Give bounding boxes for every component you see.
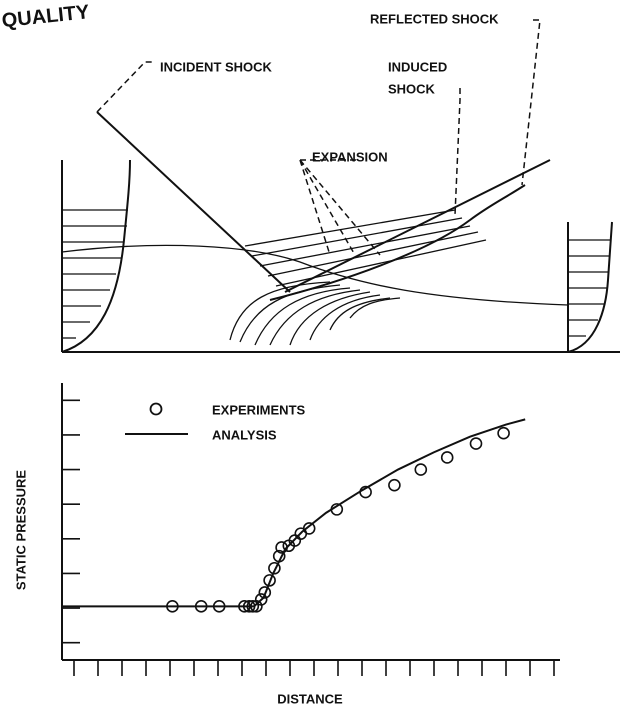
data-line <box>62 419 525 606</box>
incident-shock-label: INCIDENT SHOCK <box>160 59 273 74</box>
x-axis-label: DISTANCE <box>277 691 343 706</box>
data-point <box>471 438 482 449</box>
chart: DISTANCE STATIC PRESSURE EXPERIMENTS ANAL… <box>13 383 560 706</box>
leader <box>522 20 540 185</box>
induced-shock-label: INDUCED <box>388 59 447 74</box>
legend-label: EXPERIMENTS <box>212 402 306 417</box>
leader <box>300 160 380 255</box>
data-point <box>415 464 426 475</box>
legend-label: ANALYSIS <box>212 427 277 442</box>
page-header: QUALITY <box>1 1 91 32</box>
data-point <box>442 452 453 463</box>
velocity-profile <box>568 222 612 352</box>
flow-diagram: INCIDENT SHOCK REFLECTED SHOCK INDUCED S… <box>62 11 620 352</box>
leader <box>455 88 460 215</box>
page: QUALITY INCIDENT S <box>0 0 621 716</box>
leader <box>97 62 152 112</box>
incident-shock <box>97 112 290 292</box>
shear-region <box>230 282 400 345</box>
velocity-profile <box>62 160 130 352</box>
profile-arrows <box>568 240 610 336</box>
boundary-layer-edge <box>62 245 568 305</box>
y-axis-label: STATIC PRESSURE <box>13 470 28 590</box>
induced-shock <box>270 185 525 300</box>
reflected-shock-label: REFLECTED SHOCK <box>370 11 499 26</box>
data-point <box>389 480 400 491</box>
expansion-fan <box>245 210 486 286</box>
data-point <box>498 428 509 439</box>
expansion-label: EXPANSION <box>312 149 388 164</box>
induced-shock-label: SHOCK <box>388 81 436 96</box>
legend-marker <box>151 404 162 415</box>
